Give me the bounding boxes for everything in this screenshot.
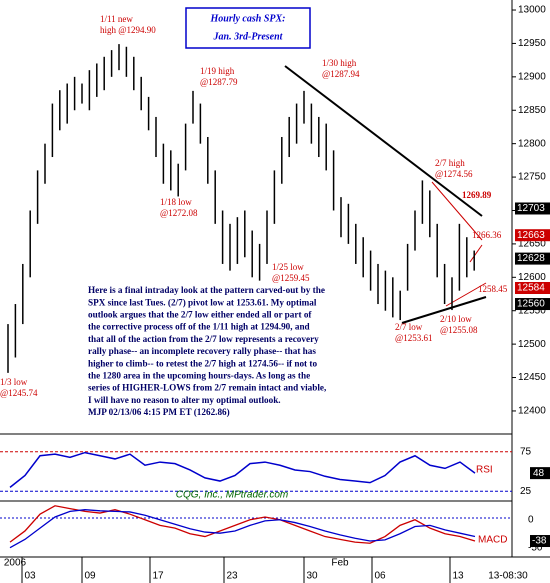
- trendline: [469, 244, 483, 263]
- chart-title: Hourly cash SPX:: [209, 13, 285, 24]
- rsi-label: RSI: [476, 465, 493, 476]
- annotation: 1258.45: [478, 284, 508, 294]
- commentary-line: outlook argues that the 2/7 low either e…: [88, 310, 312, 320]
- commentary-line: Here is a final intraday look at the pat…: [88, 285, 325, 295]
- y-tick-label: 12750: [518, 172, 546, 183]
- annotation: 1/19 high: [200, 66, 235, 76]
- commentary-line: rally phase-- an incomplete recovery ral…: [88, 346, 316, 356]
- value-tag: [530, 467, 550, 480]
- value-tag-label: -38: [532, 536, 547, 547]
- price-tag: [515, 202, 550, 215]
- y-tick-label: 12950: [518, 38, 546, 49]
- commentary-line: MJP 02/13/06 4:15 PM ET (1262.86): [88, 407, 230, 417]
- y-tick-label: 12550: [518, 305, 546, 316]
- commentary-line: series of HIGHER-LOWS from 2/7 remain in…: [88, 383, 326, 393]
- x-tick-label: 06: [374, 571, 386, 582]
- value-tag-label: 48: [533, 468, 545, 479]
- rsi-line: [9, 451, 476, 488]
- y-tick-label: 25: [520, 486, 532, 497]
- y-tick-label: 12900: [518, 71, 546, 82]
- y-tick-label: -50: [528, 542, 543, 553]
- y-tick-label: 12800: [518, 138, 546, 149]
- commentary-line: SPX since last Tues. (2/7) pivot low at …: [88, 297, 317, 307]
- commentary-line: higher to climb-- to retest the 2/7 high…: [88, 358, 317, 368]
- y-tick-label: 12400: [518, 406, 546, 417]
- commentary-line: the 1280 area in the upcoming hours-days…: [88, 371, 310, 381]
- annotation: @1245.74: [0, 388, 38, 398]
- trendline: [284, 65, 483, 217]
- annotation: high @1294.90: [100, 25, 156, 35]
- annotation: @1274.56: [435, 169, 473, 179]
- title-box: [185, 7, 311, 49]
- annotation: 1/25 low: [272, 262, 304, 272]
- annotation: @1272.08: [160, 208, 198, 218]
- x-upper-label: Feb: [331, 558, 349, 569]
- x-tick-label: 23: [226, 571, 238, 582]
- x-tick-label: 09: [84, 571, 96, 582]
- annotation: 1/11 new: [100, 14, 133, 24]
- y-tick-label: 75: [520, 446, 532, 457]
- annotation: @1287.79: [200, 77, 238, 87]
- price-tag: [515, 281, 550, 294]
- y-tick-label: 12450: [518, 372, 546, 383]
- annotation: @1259.45: [272, 273, 310, 283]
- source: CQG, Inc., MPtrader.com: [176, 490, 288, 501]
- y-tick-label: 12600: [518, 272, 546, 283]
- annotation: 1/18 low: [160, 197, 192, 207]
- trendline: [401, 296, 487, 324]
- trendline: [431, 181, 483, 241]
- annotation: 2/7 low: [395, 322, 423, 332]
- time-label: 13-08:30: [488, 571, 528, 582]
- annotation: 2/10 low: [440, 314, 472, 324]
- price-tag: [515, 298, 550, 311]
- y-tick-label: 12850: [518, 105, 546, 116]
- annotation: @1253.61: [395, 333, 433, 343]
- annotation: 2/7 high: [435, 158, 465, 168]
- price-tag-label: 12628: [517, 253, 545, 264]
- price-tag-label: 12703: [517, 203, 545, 214]
- annotation: @1255.08: [440, 325, 478, 335]
- annotation: 1/3 low: [0, 377, 28, 387]
- macd-line: [9, 509, 476, 549]
- y-tick-label: 13000: [518, 5, 546, 16]
- price-tag: [515, 252, 550, 265]
- x-upper-label: 2006: [4, 558, 27, 569]
- chart-title: Jan. 3rd-Present: [213, 31, 284, 42]
- commentary-line: the corrective process off of the 1/11 h…: [88, 322, 310, 332]
- y-tick-label: 12650: [518, 239, 546, 250]
- x-tick-label: 13: [452, 571, 464, 582]
- value-tag: [530, 535, 550, 548]
- price-tag: [515, 229, 550, 242]
- x-tick-label: 03: [24, 571, 36, 582]
- price-tag-label: 12560: [517, 299, 545, 310]
- x-tick-label: 30: [306, 571, 318, 582]
- annotation: 1266.36: [472, 230, 502, 240]
- annotation: 1/30 high: [322, 58, 357, 68]
- annotation: @1287.94: [322, 69, 360, 79]
- price-tag-label: 12663: [517, 230, 545, 241]
- annotation: 1269.89: [462, 190, 492, 200]
- macd-label: MACD: [478, 535, 507, 546]
- macd-line: [9, 505, 476, 544]
- y-tick-label: 0: [528, 514, 534, 525]
- commentary-line: I will have no reason to alter my optima…: [88, 395, 281, 405]
- y-tick-label: 12500: [518, 339, 546, 350]
- commentary-line: that all of the action from the 2/7 low …: [88, 334, 319, 344]
- x-tick-label: 17: [152, 571, 164, 582]
- price-tag-label: 12584: [517, 283, 545, 294]
